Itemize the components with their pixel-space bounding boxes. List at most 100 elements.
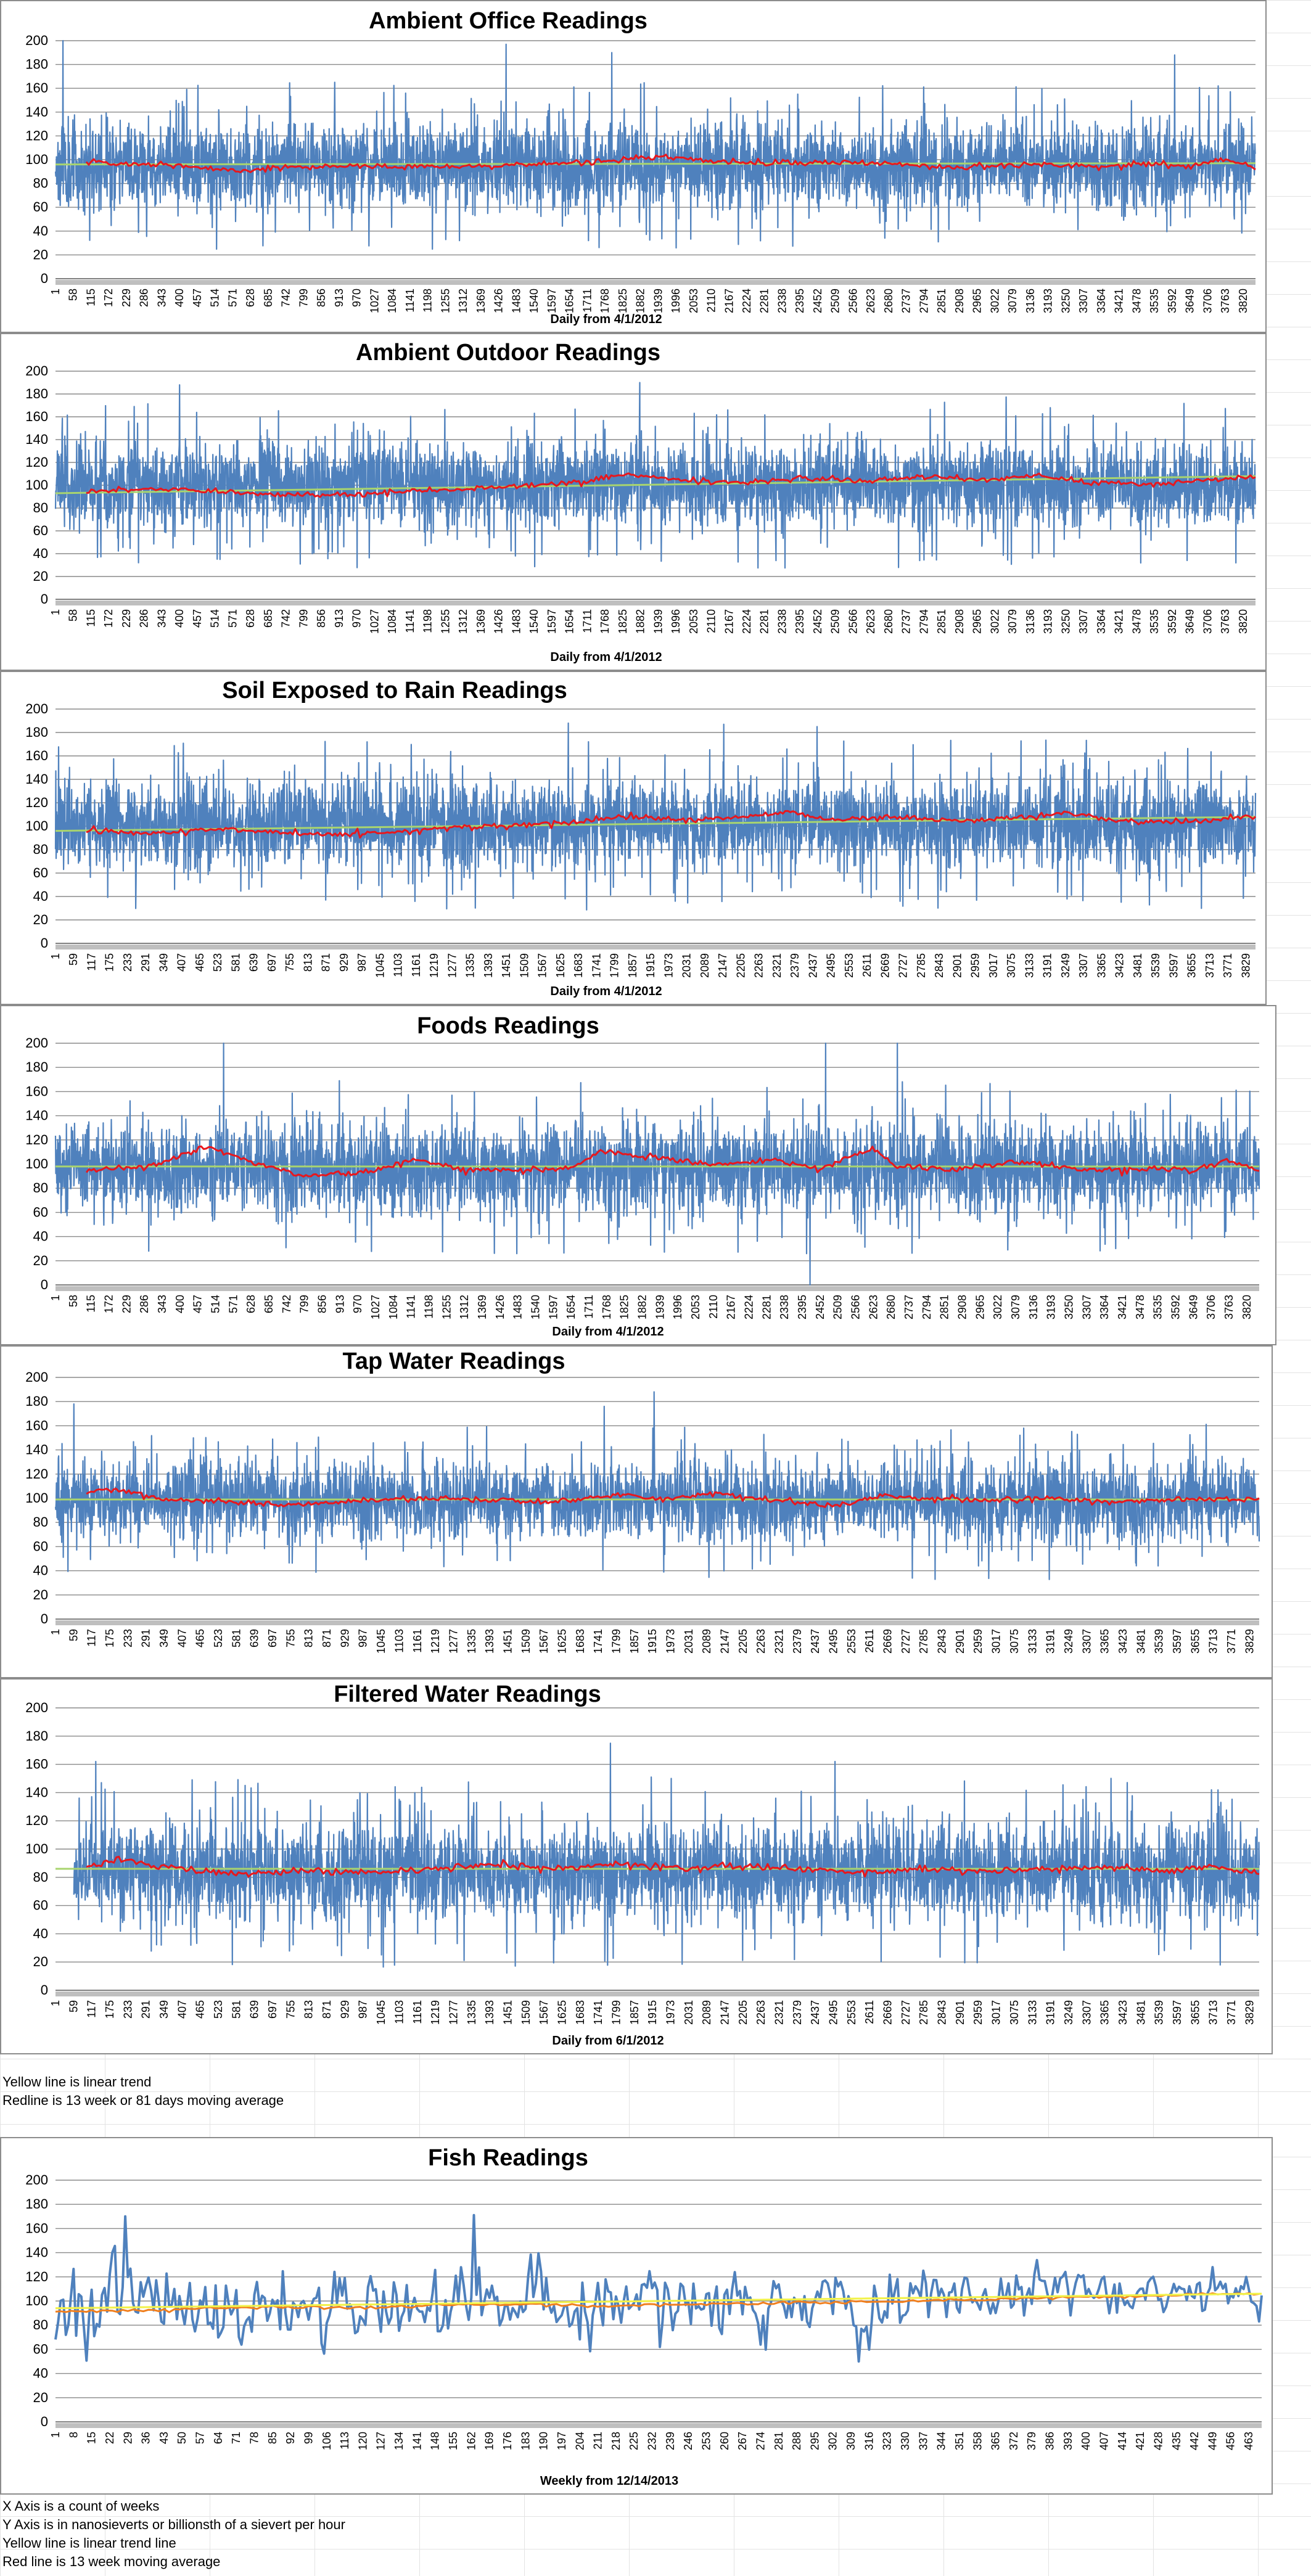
y-tick-label: 20: [33, 247, 48, 262]
y-tick-label: 20: [33, 568, 48, 584]
x-tick-label: 309: [845, 2432, 857, 2450]
x-tick-label: 1882: [635, 289, 647, 313]
x-axis-label: Daily from 6/1/2012: [552, 2034, 664, 2048]
x-tick-label: 2669: [882, 1629, 894, 1654]
x-tick-label: 987: [356, 953, 368, 972]
y-tick-label: 20: [33, 912, 48, 927]
x-tick-label: 1625: [556, 1629, 568, 1654]
x-tick-label: 2321: [773, 1629, 786, 1654]
x-tick-label: 351: [953, 2432, 966, 2450]
x-tick-label: 3133: [1026, 1629, 1038, 1654]
x-tick-label: 29: [121, 2432, 134, 2444]
x-tick-label: 697: [266, 2000, 279, 2019]
x-tick-label: 2147: [717, 953, 729, 978]
y-tick-label: 20: [33, 2390, 48, 2405]
x-tick-label: 1103: [392, 953, 405, 977]
x-tick-label: 3706: [1205, 1295, 1217, 1319]
x-tick-label: 2611: [861, 953, 873, 977]
x-tick-label: 3133: [1026, 2000, 1038, 2025]
x-tick-label: 1996: [670, 609, 682, 634]
x-tick-label: 856: [316, 1295, 328, 1313]
x-tick-label: 260: [718, 2432, 731, 2450]
x-tick-label: 1973: [664, 2000, 676, 2025]
x-tick-label: 400: [173, 289, 186, 307]
x-tick-label: 2965: [971, 289, 984, 313]
x-tick-label: 628: [244, 609, 257, 628]
x-tick-label: 2452: [814, 1295, 826, 1319]
x-tick-label: 1045: [375, 2000, 387, 2025]
x-tick-label: 3820: [1237, 609, 1249, 634]
x-tick-label: 2338: [778, 1295, 791, 1319]
x-tick-label: 2623: [867, 1295, 879, 1319]
y-tick-label: 140: [25, 2245, 48, 2260]
x-tick-label: 1369: [475, 609, 487, 634]
x-tick-label: 1335: [466, 2000, 478, 2025]
x-tick-label: 1799: [610, 2000, 622, 2025]
x-tick-label: 365: [990, 2432, 1002, 2450]
x-tick-label: 3307: [1077, 289, 1090, 313]
x-tick-label: 1: [49, 1295, 62, 1301]
x-tick-label: 229: [120, 289, 133, 307]
x-tick-label: 349: [158, 1629, 170, 1647]
y-tick-label: 0: [41, 591, 48, 607]
x-tick-label: 172: [102, 289, 115, 307]
x-tick-label: 2437: [807, 953, 819, 978]
x-tick-label: 856: [315, 289, 327, 307]
x-tick-label: 2321: [773, 2000, 786, 2025]
x-tick-label: 8: [67, 2432, 80, 2438]
x-tick-label: 1683: [574, 1629, 586, 1654]
x-tick-label: 3017: [990, 1629, 1003, 1654]
x-tick-label: 1625: [554, 953, 567, 978]
x-tick-label: 2680: [882, 609, 895, 634]
x-tick-label: 2794: [918, 609, 930, 634]
x-tick-label: 127: [375, 2432, 387, 2450]
x-tick-label: 1277: [447, 1629, 459, 1654]
x-tick-label: 2959: [969, 953, 982, 978]
x-tick-label: 639: [249, 1629, 261, 1647]
y-tick-label: 200: [25, 701, 48, 716]
x-tick-label: 50: [176, 2432, 188, 2444]
x-tick-label: 1027: [369, 1295, 382, 1319]
x-tick-label: 2851: [935, 609, 948, 634]
y-tick-label: 60: [33, 523, 48, 538]
x-tick-label: 2553: [843, 953, 855, 978]
x-tick-label: 316: [863, 2432, 875, 2450]
x-tick-label: 2737: [903, 1295, 915, 1319]
x-tick-label: 1369: [476, 1295, 488, 1319]
series-line-moving-average: [55, 2292, 1260, 2313]
y-tick-label: 80: [33, 500, 48, 515]
x-tick-label: 1741: [592, 1629, 604, 1654]
note-y-axis: Y Axis is in nanosieverts or billionsth …: [2, 2517, 345, 2532]
x-tick-label: 2263: [755, 2000, 767, 2025]
x-tick-label: 1540: [528, 609, 540, 634]
y-tick-label: 180: [25, 1059, 48, 1075]
series-line-readings: [54, 1391, 1260, 1580]
chart-title: Tap Water Readings: [342, 1348, 565, 1374]
x-tick-label: 1882: [636, 1295, 648, 1319]
x-tick-label: 3249: [1059, 953, 1072, 978]
x-tick-label: 337: [917, 2432, 929, 2450]
x-tick-label: 233: [121, 2000, 134, 2019]
x-tick-label: 2167: [723, 609, 735, 634]
x-tick-label: 813: [303, 1629, 315, 1647]
x-tick-label: 1882: [635, 609, 647, 634]
x-tick-label: 913: [334, 1295, 346, 1313]
x-tick-label: 3249: [1062, 2000, 1075, 2025]
x-tick-label: 2452: [812, 289, 824, 313]
chart-ambient-office: Ambient Office Readings 0 20 40 60 80 100 120 14…: [0, 0, 1267, 333]
x-tick-label: 349: [158, 2000, 170, 2019]
y-tick-label: 60: [33, 1538, 48, 1554]
x-tick-label: 1219: [429, 1629, 442, 1654]
x-tick-label: 295: [808, 2432, 821, 2450]
series-line-trend-overlay: [55, 2292, 1262, 2310]
x-tick-label: 987: [357, 1629, 369, 1647]
x-tick-label: 59: [67, 953, 80, 966]
x-tick-label: 428: [1152, 2432, 1164, 2450]
x-tick-label: 1597: [546, 609, 558, 634]
x-tick-label: 1996: [672, 1295, 684, 1319]
x-tick-label: 1255: [439, 289, 451, 313]
x-tick-label: 1654: [564, 609, 576, 634]
x-tick-label: 1393: [483, 1629, 496, 1654]
x-tick-label: 1509: [518, 953, 530, 978]
y-tick-label: 180: [25, 386, 48, 401]
